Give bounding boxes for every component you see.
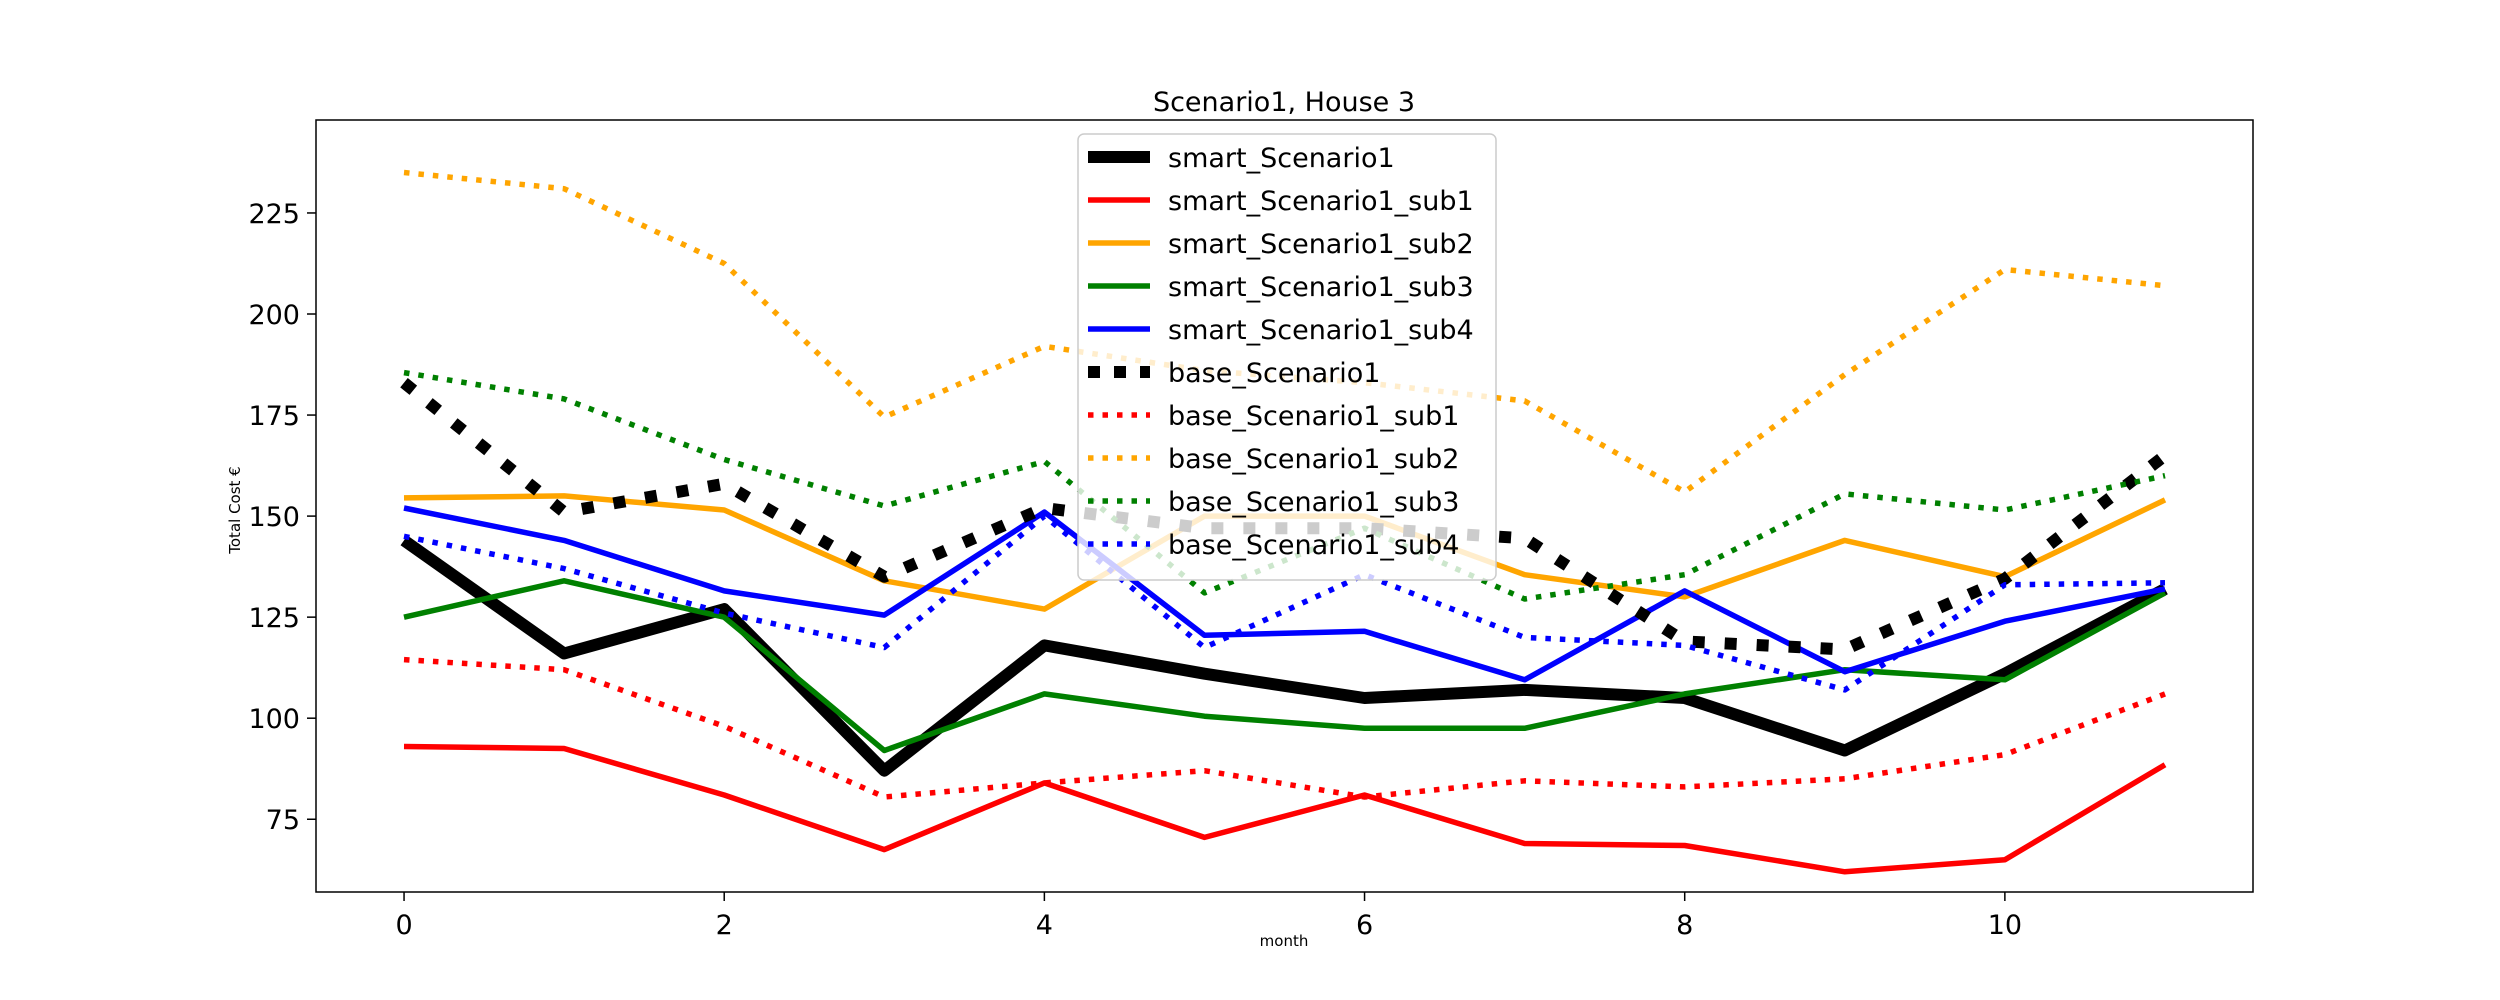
series-line-smart_Scenario1 bbox=[400, 535, 2168, 777]
legend-label-smart_Scenario1_sub4: smart_Scenario1_sub4 bbox=[1168, 315, 1474, 346]
y-tick-label: 200 bbox=[248, 300, 300, 331]
x-tick-label: 8 bbox=[1676, 910, 1693, 941]
x-tick-label: 2 bbox=[716, 910, 733, 941]
y-tick-label: 225 bbox=[248, 199, 300, 230]
y-tick-label: 150 bbox=[248, 502, 300, 533]
legend-label-base_Scenario1_sub2: base_Scenario1_sub2 bbox=[1168, 444, 1459, 475]
x-tick-label: 0 bbox=[395, 910, 412, 941]
legend-label-base_Scenario1_sub1: base_Scenario1_sub1 bbox=[1168, 401, 1459, 432]
legend-label-smart_Scenario1_sub2: smart_Scenario1_sub2 bbox=[1168, 229, 1474, 260]
y-tick-label: 100 bbox=[248, 704, 300, 735]
series-line-smart_Scenario1_sub4 bbox=[403, 505, 2166, 683]
chart-title: Scenario1, House 3 bbox=[1153, 87, 1415, 118]
y-tick-label: 75 bbox=[266, 805, 300, 836]
legend-label-base_Scenario1: base_Scenario1 bbox=[1168, 358, 1380, 389]
legend-label-base_Scenario1_sub3: base_Scenario1_sub3 bbox=[1168, 487, 1459, 518]
x-tick-label: 4 bbox=[1036, 910, 1053, 941]
x-axis-label: month bbox=[1260, 932, 1309, 950]
y-axis-label: Total Cost € bbox=[226, 466, 244, 554]
legend-label-smart_Scenario1: smart_Scenario1 bbox=[1168, 143, 1395, 174]
plot-area-frame bbox=[315, 119, 2254, 893]
series-line-smart_Scenario1_sub1 bbox=[403, 743, 2167, 875]
series-line-base_Scenario1_sub4 bbox=[403, 513, 2166, 693]
legend-label-smart_Scenario1_sub3: smart_Scenario1_sub3 bbox=[1168, 272, 1474, 303]
legend-label-base_Scenario1_sub4: base_Scenario1_sub4 bbox=[1168, 530, 1459, 561]
y-tick-label: 175 bbox=[248, 401, 300, 432]
x-tick-label: 6 bbox=[1356, 910, 1373, 941]
y-tick-label: 125 bbox=[248, 603, 300, 634]
x-axis: 0 2 4 6 8 10 bbox=[395, 892, 2022, 941]
legend-box bbox=[1077, 133, 1497, 581]
y-axis: 75 100 125 150 175 200 225 bbox=[248, 199, 316, 836]
series-line-base_Scenario1_sub1 bbox=[403, 656, 2166, 800]
legend-label-smart_Scenario1_sub1: smart_Scenario1_sub1 bbox=[1168, 186, 1474, 217]
x-tick-label: 10 bbox=[1988, 910, 2022, 941]
legend: smart_Scenario1 smart_Scenario1_sub1smart… bbox=[1077, 133, 1497, 581]
